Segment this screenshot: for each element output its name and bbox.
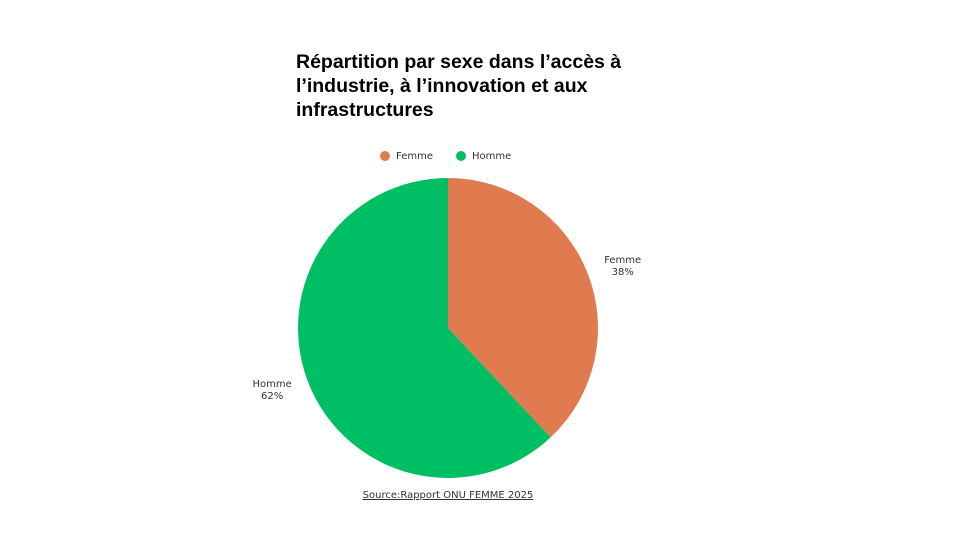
pie-slice: [448, 178, 598, 438]
legend-label: Femme: [396, 151, 433, 162]
data-label-value: 62%: [261, 391, 283, 402]
legend-marker: [456, 151, 466, 161]
data-label-value: 38%: [612, 267, 634, 278]
pie-slice: [298, 178, 551, 479]
data-label-name: Femme: [604, 255, 641, 266]
chart-title: Répartition par sexe dans l’accès à l’in…: [296, 51, 622, 121]
data-label-name: Homme: [253, 379, 292, 390]
source: Source:Rapport ONU FEMME 2025: [363, 490, 534, 501]
legend-marker: [380, 151, 390, 161]
legend-label: Homme: [472, 151, 511, 162]
